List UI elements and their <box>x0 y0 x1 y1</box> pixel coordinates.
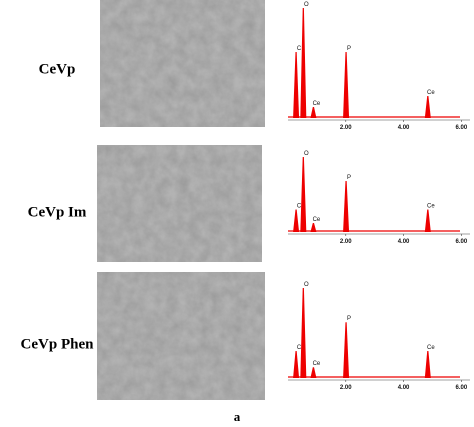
x-tick-label: 2.00 <box>340 125 352 131</box>
peak-label: Ce <box>313 101 321 107</box>
peak-label: Ce <box>427 345 435 351</box>
peak-label: Ce <box>313 361 321 367</box>
peak-label: C <box>297 204 302 210</box>
peak-label: Ce <box>427 90 435 96</box>
sample-label: CeVp <box>39 61 76 77</box>
sample-label: CeVp Phen <box>21 336 95 352</box>
caption: a <box>234 409 241 424</box>
peak-label: P <box>347 316 351 322</box>
peak-label: O <box>304 2 309 8</box>
sample-label: CeVp Im <box>28 204 87 220</box>
peak <box>310 107 317 118</box>
peak-label: O <box>304 282 309 288</box>
sem-image <box>97 272 265 400</box>
peak <box>310 223 317 232</box>
peak <box>424 96 431 118</box>
peak-label: C <box>297 46 302 52</box>
peak <box>424 209 431 232</box>
peak <box>310 367 317 378</box>
x-tick-label: 6.00 <box>455 385 467 391</box>
peak-label: O <box>304 151 309 157</box>
peak <box>424 351 431 378</box>
x-tick-label: 2.00 <box>340 385 352 391</box>
sem-image <box>97 145 262 262</box>
peak <box>293 52 300 118</box>
peak <box>300 8 307 118</box>
x-tick-label: 6.00 <box>455 239 467 245</box>
peak <box>300 288 307 378</box>
peak <box>293 209 300 232</box>
x-tick-label: 4.00 <box>398 239 410 245</box>
sem-image <box>100 0 265 127</box>
x-tick-label: 6.00 <box>455 125 467 131</box>
x-tick-label: 2.00 <box>340 239 352 245</box>
peak-label: P <box>347 46 351 52</box>
peak-label: Ce <box>313 217 321 223</box>
x-tick-label: 4.00 <box>398 125 410 131</box>
peak <box>343 181 350 232</box>
x-tick-label: 4.00 <box>398 385 410 391</box>
peak-label: Ce <box>427 204 435 210</box>
peak <box>300 157 307 232</box>
peak <box>343 322 350 378</box>
peak <box>293 351 300 378</box>
peak-label: C <box>297 345 302 351</box>
peak <box>343 52 350 118</box>
peak-label: P <box>347 175 351 181</box>
